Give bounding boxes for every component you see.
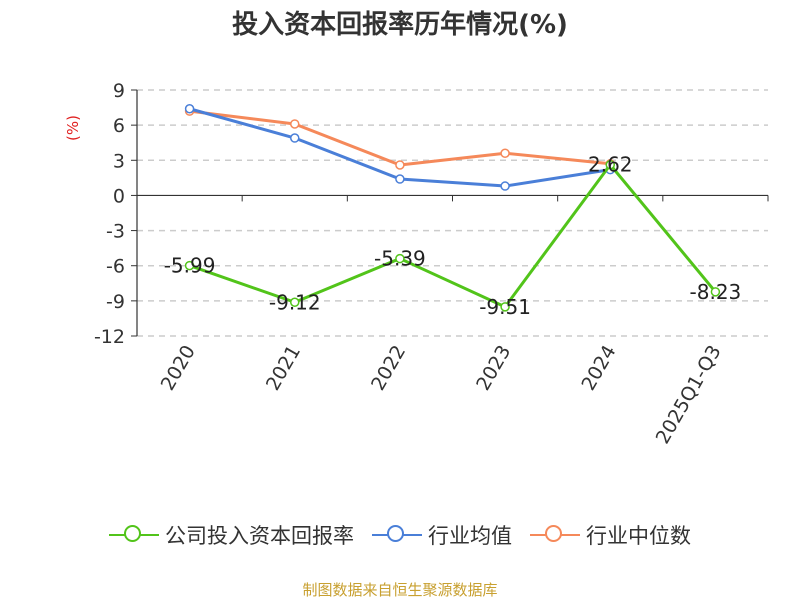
data-label: -9.12	[269, 290, 321, 314]
x-tick-label: 2020	[157, 342, 200, 395]
legend-marker-industry-mean	[372, 523, 422, 547]
series-line	[189, 163, 717, 309]
chart-title: 投入资本回报率历年情况(%)	[232, 10, 568, 40]
data-point	[290, 133, 300, 143]
y-tick-label: -12	[94, 326, 125, 348]
data-label: -5.99	[164, 254, 216, 278]
data-point	[184, 103, 195, 114]
data-label: -5.39	[374, 247, 426, 271]
data-point	[395, 253, 405, 264]
legend-label-company: 公司投入资本回报率	[165, 524, 354, 548]
data-point	[184, 260, 195, 271]
y-tick-label: -6	[106, 256, 125, 278]
x-tick-label: 2021	[262, 342, 305, 395]
data-point	[500, 148, 510, 159]
y-tick-label: -9	[106, 291, 125, 313]
legend-label-industry-median: 行业中位数	[586, 524, 691, 548]
y-tick-label: 0	[113, 185, 125, 207]
data-point	[710, 287, 721, 297]
x-tick-label: 2024	[577, 342, 620, 395]
data-point	[290, 119, 300, 129]
legend: 公司投入资本回报率 行业均值 行业中位数	[0, 520, 800, 550]
data-point	[290, 297, 300, 308]
source-note: 制图数据来自恒生聚源数据库	[302, 581, 498, 599]
legend-marker-company	[109, 523, 159, 547]
data-point	[395, 160, 405, 170]
data-label: -9.51	[479, 295, 531, 319]
y-tick-label: 3	[113, 150, 125, 172]
x-tick-label: 2025Q1-Q3	[652, 342, 726, 448]
legend-item-industry-median[interactable]: 行业中位数	[530, 520, 691, 550]
x-tick-label: 2023	[472, 342, 515, 395]
legend-item-industry-mean[interactable]: 行业均值	[372, 520, 512, 550]
data-point	[500, 302, 510, 312]
data-label: 2.62	[588, 153, 633, 177]
data-point	[605, 159, 615, 170]
y-tick-label: -3	[106, 221, 125, 243]
data-point	[500, 181, 510, 191]
series-line	[189, 109, 611, 167]
y-tick-label: 6	[113, 115, 125, 137]
data-point	[395, 174, 405, 184]
legend-item-company[interactable]: 公司投入资本回报率	[109, 520, 354, 550]
x-tick-label: 2022	[367, 342, 410, 395]
y-axis-unit-label: (%)	[64, 115, 82, 141]
legend-label-industry-mean: 行业均值	[428, 524, 512, 548]
y-tick-label: 9	[113, 80, 125, 102]
legend-marker-industry-median	[530, 523, 580, 547]
data-label: -8.23	[690, 280, 742, 304]
